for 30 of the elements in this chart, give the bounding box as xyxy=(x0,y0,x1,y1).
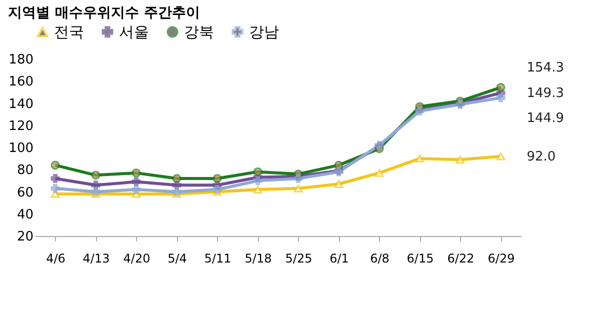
annotation: 154.3 xyxy=(526,60,564,76)
y-tick-label: 20 xyxy=(16,230,34,244)
y-tick-label: 140 xyxy=(8,96,34,112)
y-tick-label: 40 xyxy=(16,207,34,222)
annotation: 92.0 xyxy=(526,149,556,164)
y-tick-label: 100 xyxy=(8,141,34,156)
x-tick-label: 6/15 xyxy=(406,252,434,266)
y-tick-label: 160 xyxy=(8,74,34,90)
x-tick-label: 6/29 xyxy=(488,252,515,266)
y-tick-label: 120 xyxy=(8,118,34,134)
x-tick-label: 5/11 xyxy=(204,252,232,266)
annotation: 144.9 xyxy=(526,110,564,126)
x-tick-label: 4/20 xyxy=(123,252,150,266)
x-tick-label: 6/1 xyxy=(330,252,349,266)
legend-label: 강남 xyxy=(249,22,279,41)
x-tick-label: 6/22 xyxy=(447,252,474,266)
chart-title: 지역별 매수우위지수 주간추이 xyxy=(8,5,200,21)
legend-label: 강북 xyxy=(184,22,214,41)
legend-label: 전국 xyxy=(54,23,84,42)
x-tick-label: 6/8 xyxy=(370,252,390,266)
x-tick-label: 5/4 xyxy=(168,252,187,266)
legend-label: 서울 xyxy=(119,22,149,41)
annotation: 149.3 xyxy=(526,86,564,101)
x-tick-label: 5/25 xyxy=(285,252,312,266)
x-tick-label: 4/6 xyxy=(46,252,66,266)
y-tick-label: 80 xyxy=(16,163,34,178)
y-tick-label: 60 xyxy=(16,185,34,200)
x-tick-label: 4/13 xyxy=(82,252,110,266)
x-tick-label: 5/18 xyxy=(244,252,272,266)
y-tick-label: 180 xyxy=(8,52,34,68)
